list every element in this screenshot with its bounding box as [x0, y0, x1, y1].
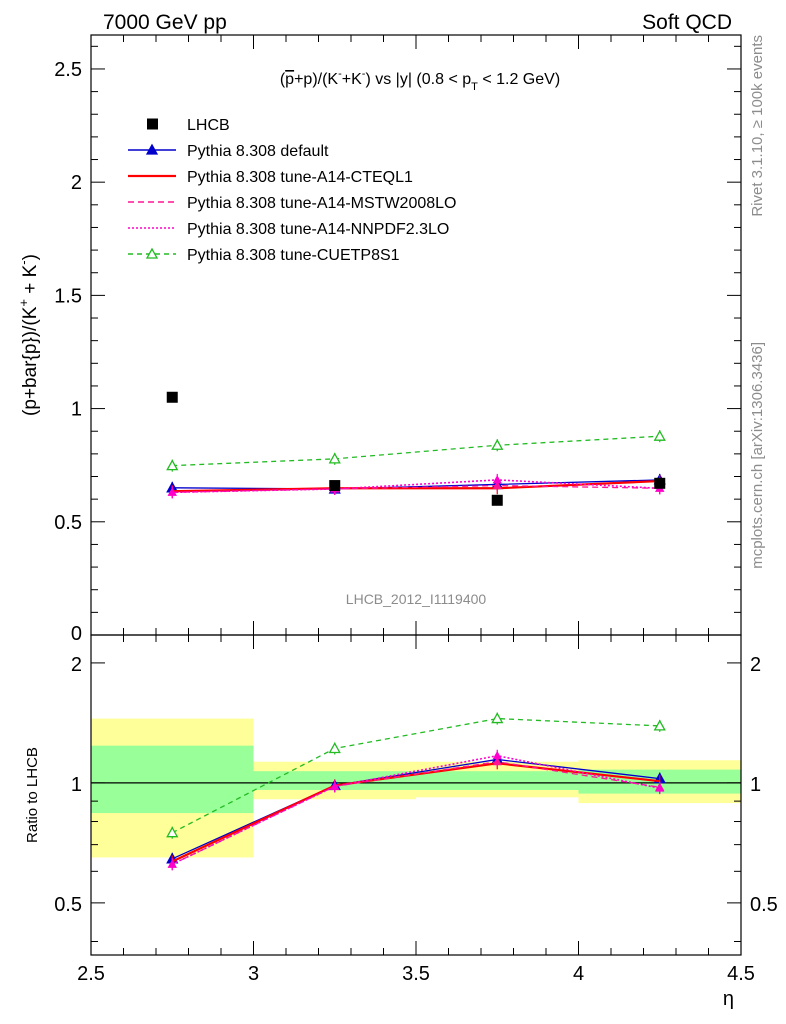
series-marker [653, 719, 666, 731]
series-marker [166, 826, 179, 838]
x-tick-label: 3 [248, 963, 259, 985]
band-stat [416, 771, 579, 790]
legend-label: LHCB [187, 117, 230, 134]
x-tick-label: 4 [573, 963, 584, 985]
y-axis-label: (p+bar{p})/(K+ + K-) [16, 254, 41, 416]
ratio-y-axis-label: Ratio to LHCB [24, 747, 41, 843]
ratio-tick-label-left: 0.5 [54, 894, 82, 916]
data-point [166, 391, 178, 403]
series-line [171, 717, 660, 834]
y-tick-label-zero: 0 [71, 623, 82, 645]
data-point [654, 477, 666, 489]
series-line [172, 479, 660, 494]
y-tick-label: 1 [71, 399, 82, 421]
series-marker [328, 452, 341, 464]
tick-labels: 2.5 3 3.5 4 4.5 0.5 1 1.5 2 2.5 0 0.5 0.5 1 1 2 2 [54, 59, 778, 985]
series-marker [492, 750, 502, 760]
data-point [491, 494, 503, 506]
series-marker [167, 859, 177, 868]
band-stat [91, 745, 254, 814]
y-tick-label: 1.5 [54, 285, 82, 307]
series-marker [491, 712, 504, 724]
legend-marker [145, 143, 159, 155]
ratio-tick-label-left: 2 [71, 654, 82, 676]
series-marker [653, 429, 666, 441]
y-tick-label: 0.5 [54, 512, 82, 534]
ratio-tick-label-right: 1 [750, 774, 761, 796]
series-marker [491, 438, 504, 450]
series-line [172, 479, 660, 493]
x-axis-label: η [723, 988, 734, 1010]
x-tick-label: 3.5 [402, 963, 430, 985]
legend-marker-data [147, 118, 158, 130]
x-tick-label: 2.5 [77, 963, 105, 985]
series-marker [655, 783, 665, 792]
y-tick-label: 2 [71, 172, 82, 194]
series-line [171, 761, 660, 865]
legend-marker [145, 247, 159, 259]
mcplots-label: mcplots.cern.ch [arXiv:1306.3436] [749, 342, 766, 569]
header-left: 7000 GeV pp [103, 11, 227, 34]
y-tick-label: 2.5 [54, 59, 82, 81]
pbar: p [285, 71, 294, 88]
header-right: Soft QCD [642, 11, 732, 34]
rivet-label: Rivet 3.1.10, ≥ 100k events [749, 35, 766, 217]
ratio-tick-label-right: 0.5 [750, 894, 778, 916]
series-marker [167, 487, 177, 496]
analysis-label: LHCB_2012_I1119400 [346, 591, 487, 607]
series-line [172, 435, 660, 467]
legend-label: Pythia 8.308 tune-A14-NNPDF2.3LO [187, 221, 449, 238]
chart-title: (p+p)/(K-+K-) vs |y| (0.8 < pT < 1.2 GeV… [280, 68, 560, 93]
series-marker [328, 742, 341, 754]
series-line [171, 758, 660, 860]
axis-ticks [90, 35, 742, 955]
series-marker [492, 475, 502, 484]
series-marker [166, 459, 179, 471]
ratio-series [166, 712, 666, 871]
legend-label: Pythia 8.308 tune-CUETP8S1 [187, 247, 400, 264]
series-line [171, 754, 660, 865]
main-series [166, 391, 666, 506]
ratio-tick-label-left: 1 [71, 774, 82, 796]
ratio-uncertainty-bands [91, 718, 741, 858]
legend-label: Pythia 8.308 tune-A14-CTEQL1 [187, 169, 413, 186]
legend: LHCB Pythia 8.308 default Pythia 8.308 tun… [128, 117, 456, 264]
legend-label: Pythia 8.308 tune-A14-MSTW2008LO [187, 195, 456, 212]
ratio-tick-label-right: 2 [750, 654, 761, 676]
x-tick-label: 4.5 [727, 963, 755, 985]
series-marker [330, 781, 340, 790]
legend-label: Pythia 8.308 default [187, 143, 329, 160]
data-point [329, 480, 341, 492]
